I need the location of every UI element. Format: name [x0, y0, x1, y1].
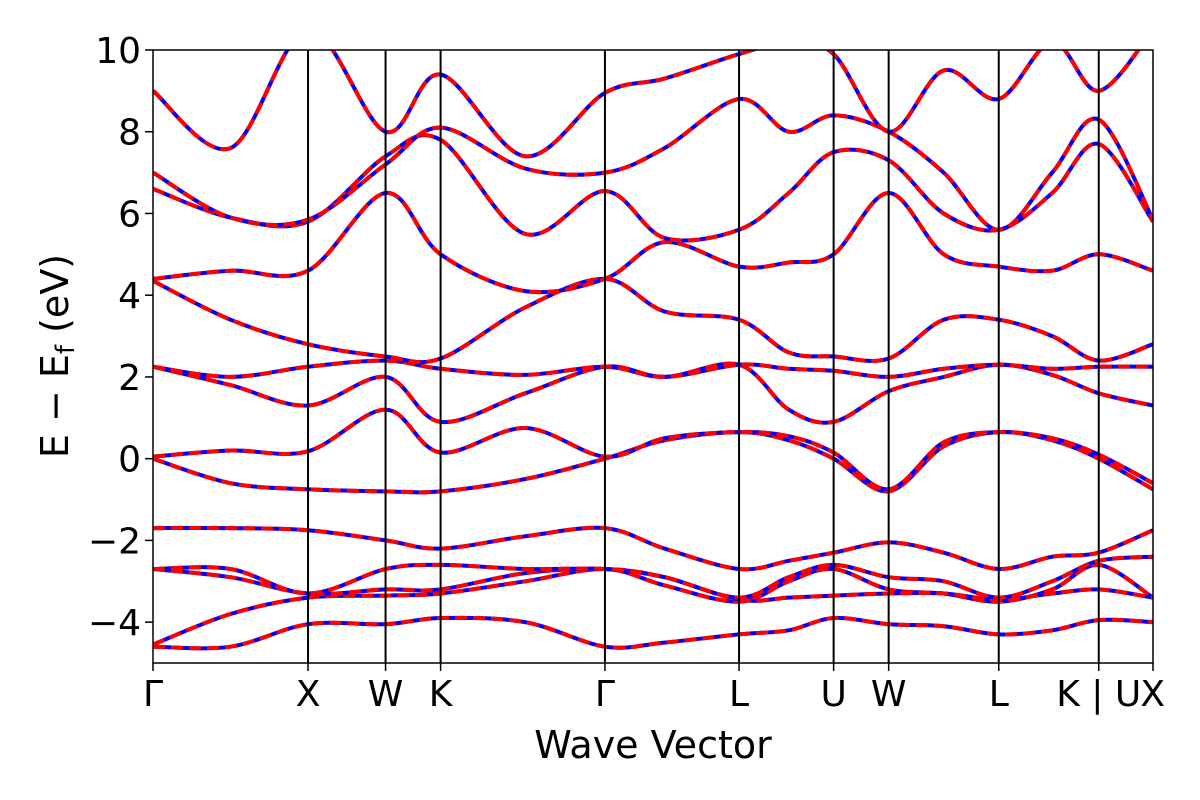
band-line-blue-11 — [153, 133, 1153, 243]
x-tick-label: L — [989, 674, 1009, 715]
y-tick-label: 0 — [118, 440, 141, 481]
y-axis-ticks: 10 8 6 4 2 0 −2 −4 — [88, 31, 153, 644]
y-tick-label: 8 — [118, 113, 141, 154]
band-line-red-9 — [153, 276, 1153, 365]
band-line-red-10 — [153, 190, 1153, 295]
x-tick-label: X — [1140, 674, 1165, 715]
band-line-red-2 — [153, 566, 1153, 603]
x-tick-label: Γ — [595, 674, 615, 715]
band-line-red-4 — [153, 525, 1153, 572]
y-tick-label: −4 — [88, 603, 141, 644]
band-line-blue-13 — [153, 50, 1141, 159]
x-tick-label: W — [871, 674, 907, 715]
x-tick-label: K | U — [1056, 674, 1141, 715]
y-axis-title-main: E − E — [33, 354, 77, 458]
x-axis-title: Wave Vector — [534, 723, 772, 767]
band-line-red-6 — [153, 407, 1153, 492]
x-tick-label: K — [429, 674, 454, 715]
y-tick-label: 4 — [118, 276, 141, 317]
y-tick-label: −2 — [88, 521, 141, 562]
band-line-red-12 — [153, 96, 1153, 232]
y-tick-label: 6 — [118, 194, 141, 235]
bands-layer — [153, 50, 1153, 651]
x-tick-label: U — [820, 674, 846, 715]
x-tick-label: L — [729, 674, 749, 715]
kpoint-lines — [307, 50, 1100, 663]
plot-frame — [152, 49, 1154, 664]
band-line-red-8 — [153, 358, 1153, 379]
band-line-red-13 — [153, 50, 1141, 159]
y-axis-title-unit: (eV) — [33, 254, 77, 345]
y-axis-title-sub: f — [51, 344, 81, 354]
x-tick-label: Γ — [143, 674, 163, 715]
band-line-red-7 — [153, 361, 1153, 425]
y-tick-label: 10 — [95, 31, 141, 72]
band-line-red-11 — [153, 133, 1153, 243]
y-axis-title: E − Ef (eV) — [33, 254, 81, 458]
band-line-red-3 — [153, 554, 1153, 600]
band-line-blue-4 — [153, 525, 1153, 572]
band-line-blue-10 — [153, 190, 1153, 295]
x-tick-label: X — [296, 674, 321, 715]
band-line-blue-12 — [153, 96, 1153, 232]
band-line-blue-7 — [153, 361, 1153, 425]
x-tick-label: W — [368, 674, 404, 715]
band-line-blue-6 — [153, 407, 1153, 492]
y-tick-label: 2 — [118, 358, 141, 399]
band-line-red-0 — [153, 615, 1153, 651]
